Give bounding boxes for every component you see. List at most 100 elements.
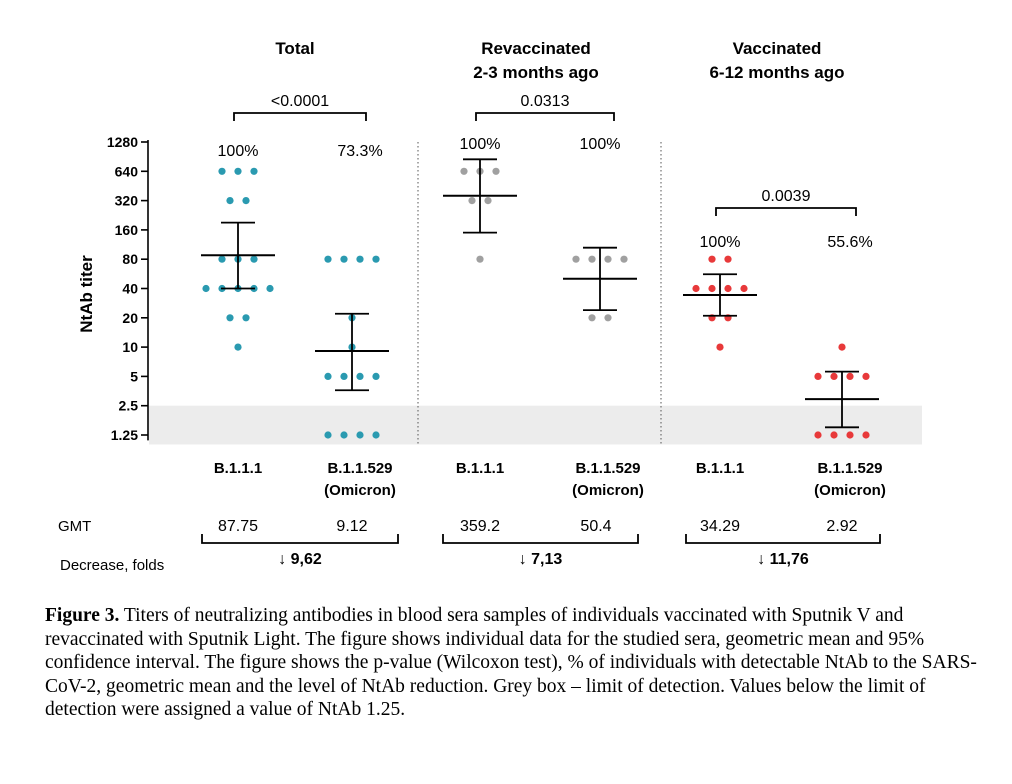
data-point (218, 255, 226, 263)
panel-2: Revaccinated 2-3 months ago 0.0313 100% B.1.… (443, 39, 644, 499)
data-point (218, 167, 226, 175)
y-tick-label: 1280 (107, 134, 138, 150)
series-b111: 100% B.1.1.1 (443, 136, 517, 477)
panel-title-line2: 6-12 months ago (709, 63, 844, 82)
data-point (340, 431, 348, 439)
x-category-label-line2: (Omicron) (572, 482, 644, 499)
chart-panels: Total <0.0001 100% B.1.1.1 73.3% B.1.1.529 (Om… (201, 39, 886, 499)
percent-detectable-label: 100% (218, 143, 259, 160)
y-tick-label: 2.5 (119, 398, 139, 414)
data-point (708, 255, 716, 263)
y-tick-label: 160 (115, 222, 139, 238)
panel-title-line2: 2-3 months ago (473, 63, 599, 82)
data-point (226, 197, 234, 205)
percent-detectable-label: 73.3% (337, 143, 382, 160)
figure-label: Figure 3. (45, 605, 120, 626)
y-tick-label: 10 (122, 339, 138, 355)
data-point (356, 431, 364, 439)
panel-title: Vaccinated (733, 39, 822, 58)
gmt-value: 87.75 (218, 518, 258, 535)
decrease-row-label: Decrease, folds (60, 557, 164, 574)
gmt-value: 2.92 (826, 518, 857, 535)
gmt-and-decrease-rows: GMT Decrease, folds 87.75 9.12 ↓ 9,62 359.2 50… (58, 518, 881, 574)
data-point (476, 255, 484, 263)
gmt-bracket (685, 534, 881, 544)
data-point (814, 372, 822, 380)
data-point (234, 343, 242, 351)
x-category-label: B.1.1.529 (817, 460, 882, 477)
data-point (242, 197, 250, 205)
data-point (604, 314, 612, 322)
x-category-label-line2: (Omicron) (324, 482, 396, 499)
data-point (830, 431, 838, 439)
percent-detectable-label: 100% (700, 234, 741, 251)
percent-detectable-label: 100% (580, 136, 621, 153)
y-tick-label: 320 (115, 193, 139, 209)
y-axis-label: NtAb titer (77, 255, 96, 333)
data-point (846, 431, 854, 439)
data-point (468, 197, 476, 205)
data-point (372, 431, 380, 439)
data-point (620, 255, 628, 263)
x-category-label-line2: (Omicron) (814, 482, 886, 499)
y-tick-label: 40 (122, 281, 138, 297)
data-point (572, 255, 580, 263)
y-tick-label: 20 (122, 310, 138, 326)
decrease-folds-value: ↓ 7,13 (519, 551, 563, 568)
data-point (716, 343, 724, 351)
p-value-label: <0.0001 (271, 93, 329, 110)
y-axis: 1280 640 320 160 80 40 20 10 5 2.5 1.25 NtAb titer (77, 134, 662, 445)
data-point (724, 284, 732, 293)
data-point (266, 284, 274, 293)
gmt-value: 359.2 (460, 518, 500, 535)
gmt-row-label: GMT (58, 518, 91, 535)
series-b111: 100% B.1.1.1 (683, 234, 757, 477)
data-point (460, 167, 468, 175)
data-point (604, 255, 612, 263)
series-omicron: 100% B.1.1.529 (Omicron) (563, 136, 644, 499)
gmt-bracket (201, 534, 399, 544)
data-point (830, 372, 838, 380)
data-point (588, 314, 596, 322)
gmt-group-2: 359.2 50.4 ↓ 7,13 (442, 518, 639, 568)
data-point (484, 197, 492, 205)
decrease-folds-value: ↓ 9,62 (278, 551, 322, 568)
gmt-value: 50.4 (580, 518, 611, 535)
data-point (242, 314, 250, 322)
panel-3: Vaccinated 6-12 months ago 0.0039 100% B.1.1… (683, 39, 886, 499)
data-point (356, 372, 364, 380)
data-point (372, 255, 380, 263)
data-point (250, 167, 258, 175)
data-point (324, 255, 332, 263)
data-point (226, 314, 234, 322)
data-point (372, 372, 380, 380)
significance-bracket (233, 112, 367, 121)
x-category-label: B.1.1.529 (327, 460, 392, 477)
gmt-group-1: 87.75 9.12 ↓ 9,62 (201, 518, 399, 568)
data-point (356, 255, 364, 263)
y-tick-label: 80 (122, 251, 138, 267)
x-category-label: B.1.1.1 (456, 460, 504, 477)
x-category-label: B.1.1.529 (575, 460, 640, 477)
figure-caption: Figure 3. Titers of neutralizing antibod… (45, 604, 980, 722)
panel-1: Total <0.0001 100% B.1.1.1 73.3% B.1.1.529 (Om… (201, 39, 396, 499)
data-point (340, 372, 348, 380)
lod-shade (149, 405, 922, 445)
data-point (862, 372, 870, 380)
data-point (202, 284, 210, 293)
x-category-label: B.1.1.1 (214, 460, 262, 477)
decrease-folds-value: ↓ 11,76 (757, 551, 809, 568)
data-point (250, 255, 258, 263)
data-point (814, 431, 822, 439)
p-value-label: 0.0313 (521, 93, 570, 110)
data-point (234, 167, 242, 175)
y-tick-label: 5 (130, 368, 138, 384)
gmt-bracket (442, 534, 639, 544)
gmt-value: 34.29 (700, 518, 740, 535)
panel-title: Revaccinated (481, 39, 591, 58)
series-b111: 100% B.1.1.1 (201, 143, 275, 477)
data-point (740, 284, 748, 293)
data-point (324, 372, 332, 380)
percent-detectable-label: 100% (460, 136, 501, 153)
